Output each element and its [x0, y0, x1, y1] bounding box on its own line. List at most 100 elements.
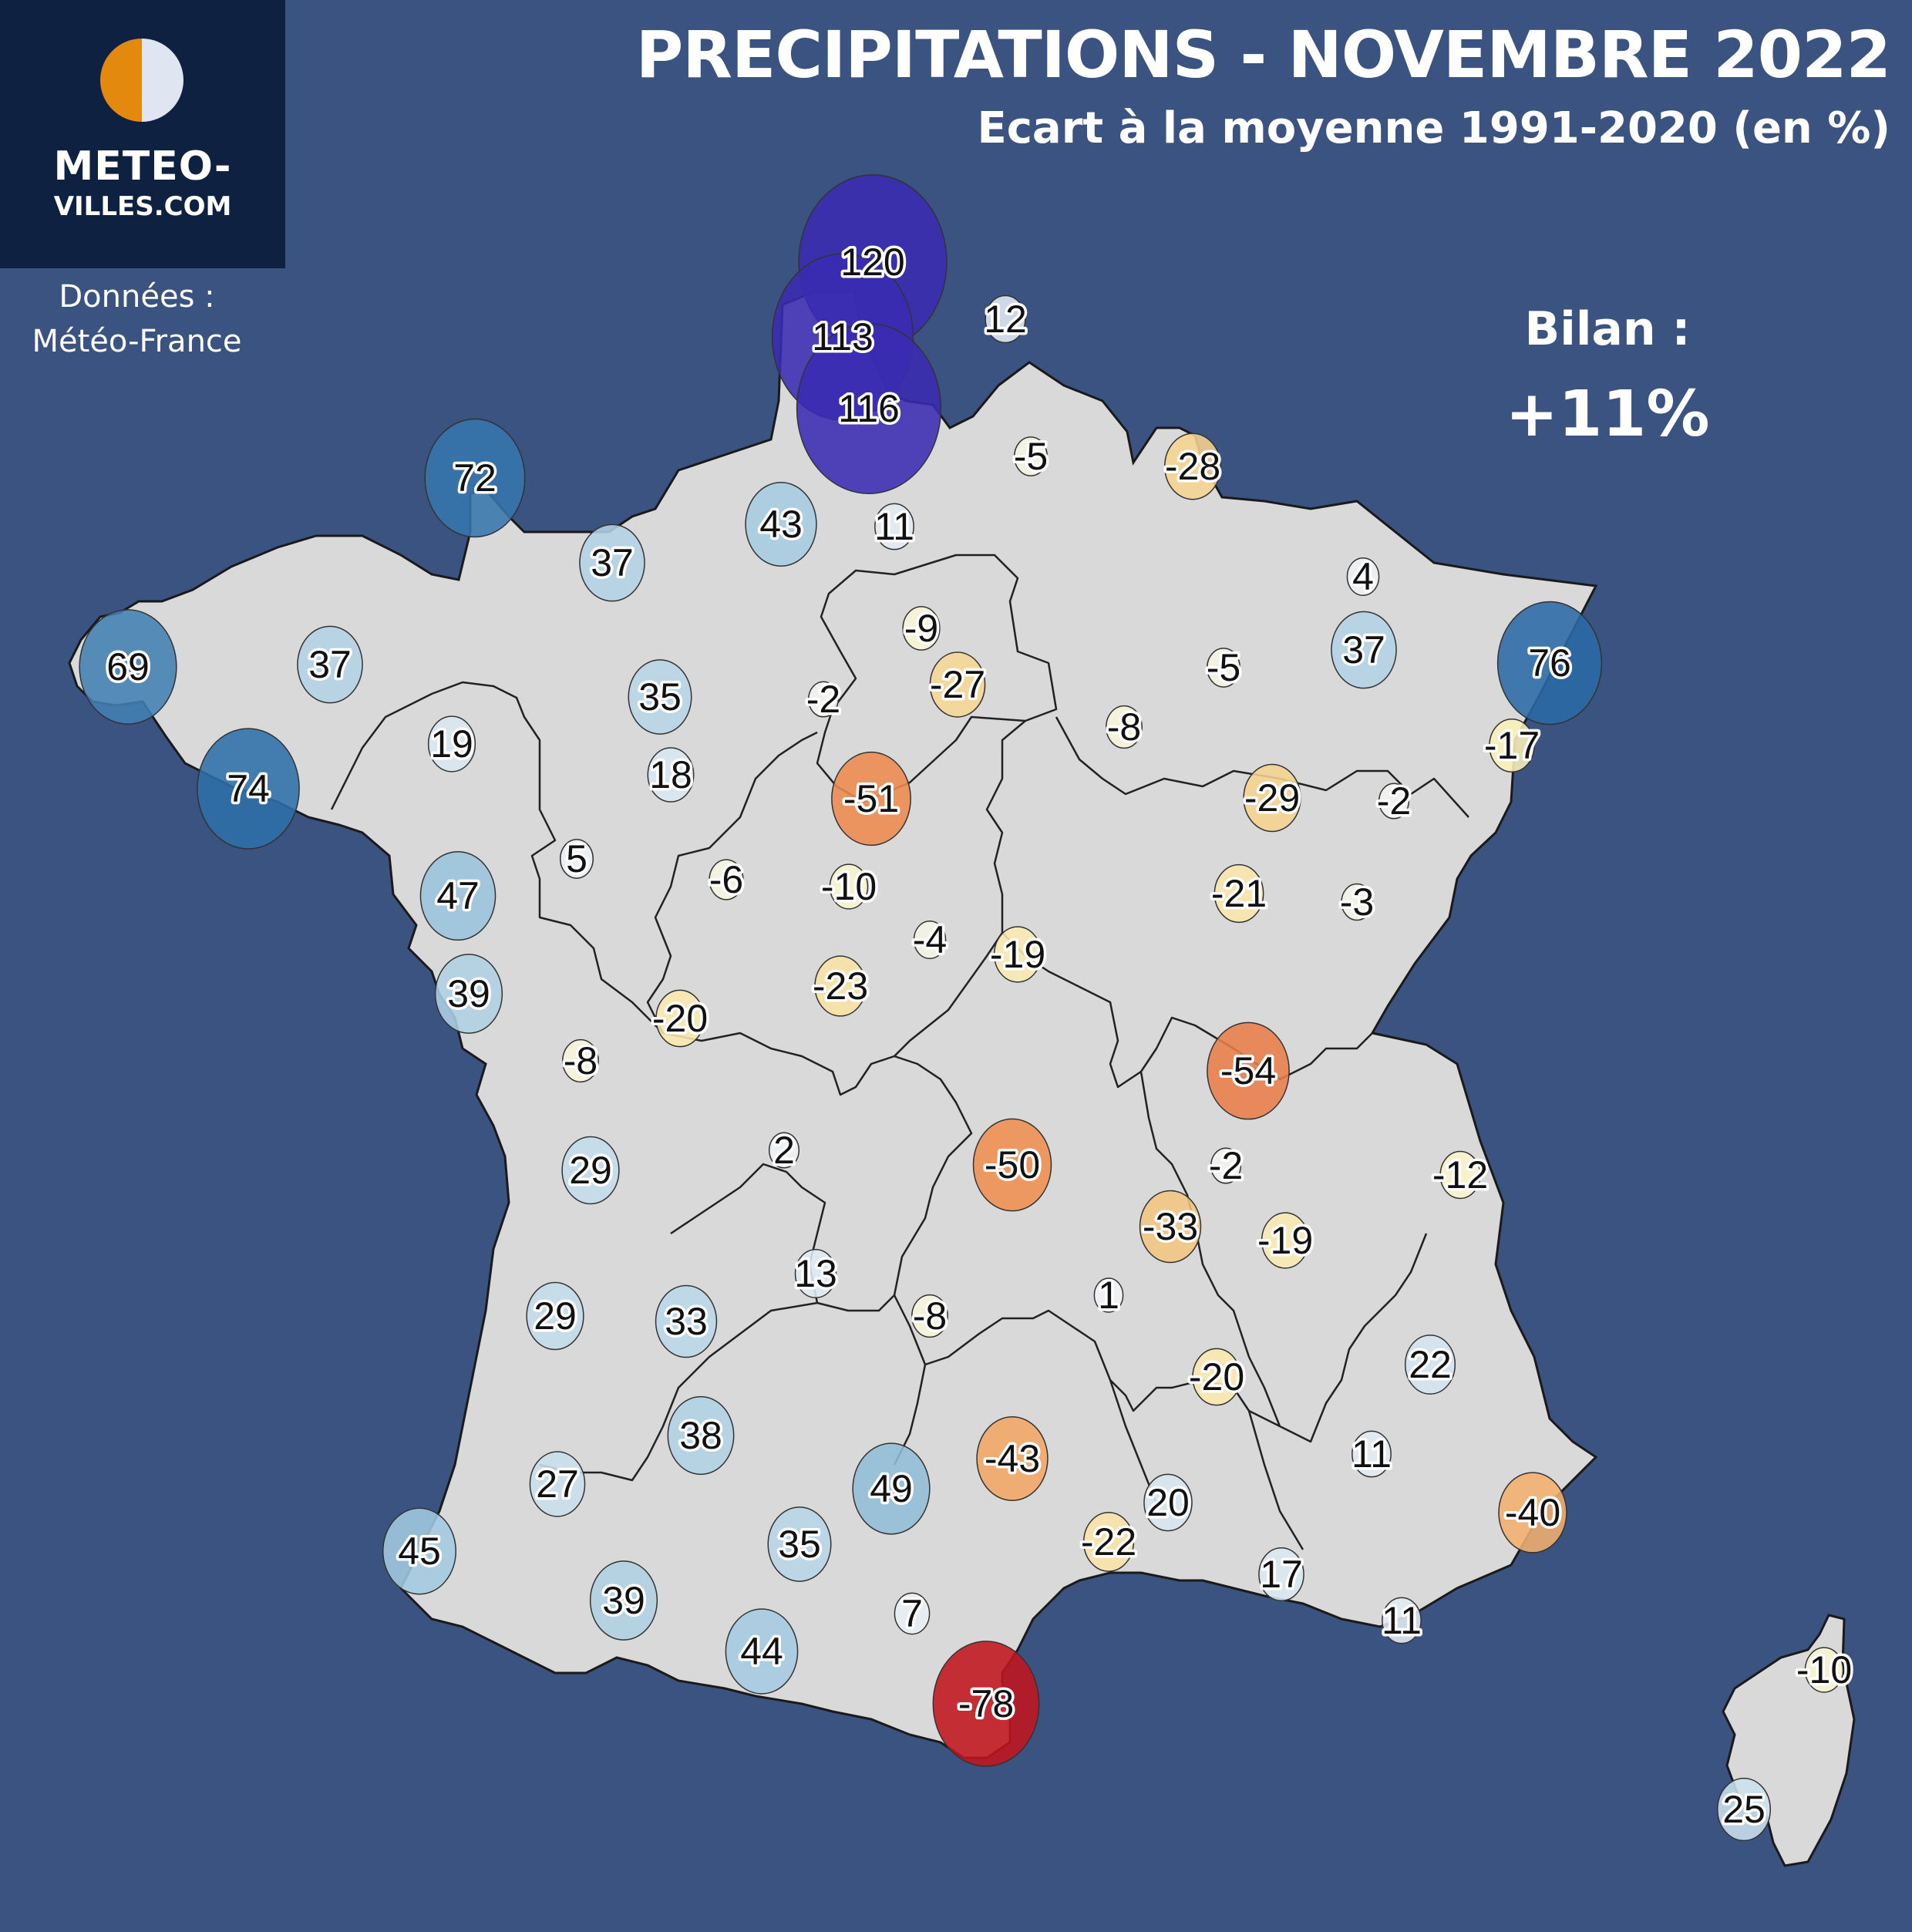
- station-value: -10: [821, 865, 877, 908]
- station-value: -2: [806, 678, 840, 721]
- station-value: 43: [759, 503, 803, 546]
- station-bubble: [894, 1592, 931, 1635]
- source-label: Données :: [59, 279, 215, 315]
- station-bubble: [529, 1451, 586, 1517]
- station-value: 39: [602, 1579, 645, 1622]
- station-bubble: [1207, 648, 1240, 688]
- station-bubble: [913, 920, 947, 960]
- station-value: -22: [1081, 1520, 1136, 1563]
- station-bubble: [561, 1136, 620, 1205]
- station-value: -12: [1432, 1153, 1488, 1197]
- station-bubble: [1258, 1547, 1304, 1602]
- station-bubble: [1192, 1348, 1241, 1406]
- station-value: 37: [591, 541, 634, 584]
- station-value: -19: [990, 933, 1045, 976]
- station-bubble: [1139, 1190, 1202, 1264]
- station-value: 7: [901, 1592, 923, 1635]
- station-value: -40: [1505, 1491, 1560, 1534]
- station-bubble: [911, 1294, 948, 1338]
- station-bubble: [589, 1560, 658, 1641]
- station-value: 11: [1382, 1599, 1422, 1642]
- station-bubble: [628, 659, 692, 735]
- station-bubble: [1214, 863, 1264, 924]
- station-value: 11: [1352, 1432, 1392, 1476]
- station-value: -10: [1796, 1648, 1852, 1691]
- station-bubble: [79, 609, 177, 725]
- station-bubble: [993, 926, 1042, 983]
- summary-label: Bilan :: [1524, 302, 1691, 356]
- station-bubble: [767, 1506, 832, 1582]
- station-bubble: [197, 728, 300, 850]
- station-bubble: [1243, 763, 1301, 833]
- station-value: -8: [1107, 705, 1141, 749]
- station-bubble: [526, 1281, 584, 1351]
- station-bubble: [1717, 1777, 1771, 1842]
- station-bubble: [1210, 1147, 1242, 1184]
- station-bubble: [976, 1416, 1049, 1501]
- station-bubble: [1352, 1430, 1392, 1478]
- station-bubble: [1331, 611, 1397, 689]
- station-value: 116: [838, 387, 900, 430]
- station-bubble: [796, 323, 942, 494]
- station-bubble: [562, 1038, 599, 1083]
- logo-text-line1: METEO-: [53, 143, 232, 190]
- station-value: -8: [564, 1039, 598, 1082]
- station-bubble: [1093, 1277, 1124, 1313]
- station-bubble: [831, 751, 911, 847]
- station-bubble: [1378, 783, 1410, 820]
- station-bubble: [1804, 1647, 1844, 1693]
- station-bubble: [1346, 557, 1380, 597]
- station-bubble: [1498, 1472, 1567, 1553]
- summary-value: +11%: [1505, 378, 1710, 451]
- station-bubble: [647, 747, 695, 803]
- station-bubble: [1261, 1212, 1310, 1269]
- station-value: -3: [1340, 880, 1374, 924]
- station-value: 39: [447, 972, 490, 1015]
- page-title: PRECIPITATIONS - NOVEMBRE 2022: [635, 17, 1891, 93]
- logo-text-line2: VILLES.COM: [53, 191, 232, 222]
- station-value: 13: [794, 1252, 837, 1295]
- station-value: 4: [1352, 555, 1374, 598]
- station-bubble: [1439, 1150, 1481, 1200]
- station-value: -28: [1165, 445, 1220, 488]
- station-bubble: [560, 839, 594, 879]
- station-bubble: [814, 955, 867, 1017]
- station-value: -5: [1014, 435, 1048, 478]
- station-value: 33: [665, 1300, 708, 1343]
- station-value: 35: [778, 1523, 821, 1566]
- station-bubble: [297, 625, 363, 704]
- station-value: -5: [1207, 646, 1240, 689]
- station-bubble: [972, 1118, 1052, 1212]
- station-value: 35: [638, 675, 682, 719]
- station-value: 37: [308, 643, 352, 686]
- station-value: 5: [566, 837, 587, 880]
- station-value: 44: [740, 1630, 783, 1673]
- station-value: 29: [534, 1294, 577, 1338]
- station-value: 27: [536, 1462, 579, 1506]
- station-value: 113: [812, 315, 874, 358]
- station-bubble: [1404, 1335, 1456, 1395]
- station-bubble: [655, 989, 705, 1048]
- station-bubble: [1014, 436, 1048, 476]
- station-bubble: [709, 859, 744, 900]
- station-value: 11: [874, 505, 914, 548]
- station-bubble: [427, 715, 476, 772]
- station-bubble: [1489, 718, 1535, 773]
- station-bubble: [1207, 1022, 1290, 1120]
- page-subtitle: Ecart à la moyenne 1991-2020 (en %): [977, 103, 1890, 153]
- station-value: 18: [649, 753, 692, 796]
- station-value: 69: [106, 645, 150, 688]
- station-value: -51: [843, 777, 899, 820]
- station-value: -33: [1143, 1205, 1198, 1248]
- station-value: 120: [840, 241, 904, 284]
- station-value: -20: [652, 997, 708, 1040]
- station-bubble: [725, 1608, 799, 1695]
- station-value: 2: [773, 1129, 795, 1172]
- station-bubble: [424, 418, 526, 538]
- station-bubble: [745, 482, 817, 567]
- logo: METEO- VILLES.COM: [0, 0, 285, 268]
- station-bubble: [874, 503, 914, 550]
- station-value: -21: [1211, 872, 1267, 915]
